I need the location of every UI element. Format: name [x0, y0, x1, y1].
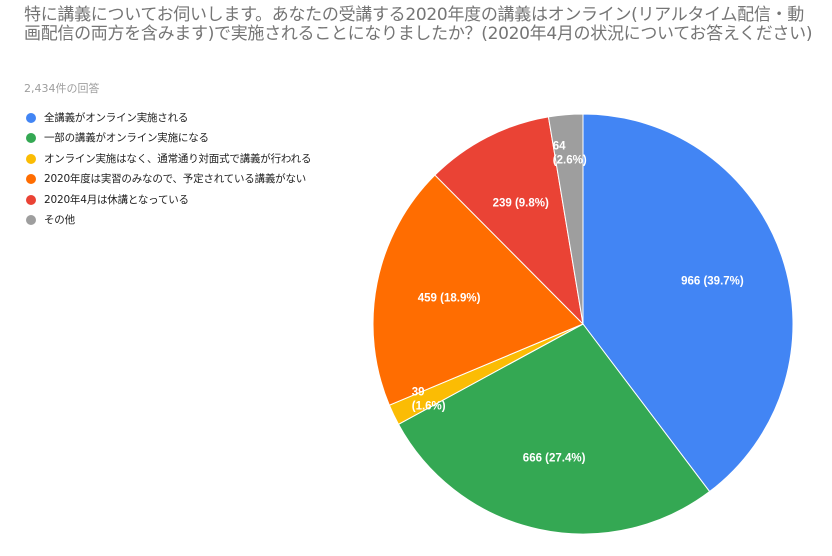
- slice-value-label: 666 (27.4%): [523, 452, 586, 464]
- slice-value-label: 39 (1.6%): [412, 387, 446, 413]
- slice-value-label: 966 (39.7%): [681, 276, 744, 288]
- pie-slice: [397, 323, 711, 535]
- pie-slice: [434, 116, 584, 326]
- legend-label: 2020年度は実習のみなので、予定されている講義がない: [44, 173, 307, 186]
- legend-label: 全講義がオンライン実施される: [44, 112, 189, 124]
- pie-slices: [372, 113, 794, 535]
- legend-swatch: [26, 214, 36, 225]
- pie-slice: [582, 113, 794, 493]
- slice-value-label: 239 (9.8%): [493, 198, 549, 210]
- pie-slice: [547, 113, 584, 325]
- legend-item: 一部の講義がオンライン実施になる: [24, 129, 364, 149]
- legend-item: 2020年4月は休講となっている: [24, 191, 364, 211]
- legend-item: オンライン実施はなく、通常通り対面式で講義が行われる: [24, 150, 364, 170]
- legend-swatch: [26, 174, 36, 185]
- pie-slice: [372, 174, 584, 406]
- legend-label: その他: [44, 213, 75, 226]
- legend-item: 全講義がオンライン実施される: [24, 109, 364, 129]
- legend-swatch: [26, 153, 36, 164]
- legend-label: オンライン実施はなく、通常通り対面式で講義が行われる: [44, 152, 312, 165]
- slice-value-label: 459 (18.9%): [418, 292, 481, 304]
- chart-legend: 全講義がオンライン実施される 一部の講義がオンライン実施になる オンライン実施は…: [24, 109, 364, 231]
- legend-item: その他: [24, 211, 364, 231]
- legend-swatch: [26, 133, 36, 144]
- legend-item: 2020年度は実習のみなので、予定されている講義がない: [24, 170, 364, 190]
- legend-swatch: [26, 113, 36, 123]
- pie-slice-labels: 966 (39.7%) 666 (27.4%) 39 (1.6%) 459 (18.9%…: [412, 140, 744, 464]
- chart-title: 特に講義についてお伺いします。あなたの受講する2020年度の講義はオンライン(リ…: [24, 5, 813, 44]
- legend-label: 2020年4月は休講となっている: [44, 193, 189, 206]
- legend-label: 一部の講義がオンライン実施になる: [44, 132, 209, 145]
- legend-swatch: [26, 194, 36, 205]
- slice-value-label: 64 (2.6%): [553, 140, 587, 166]
- response-count: 2,434件の回答: [24, 82, 100, 95]
